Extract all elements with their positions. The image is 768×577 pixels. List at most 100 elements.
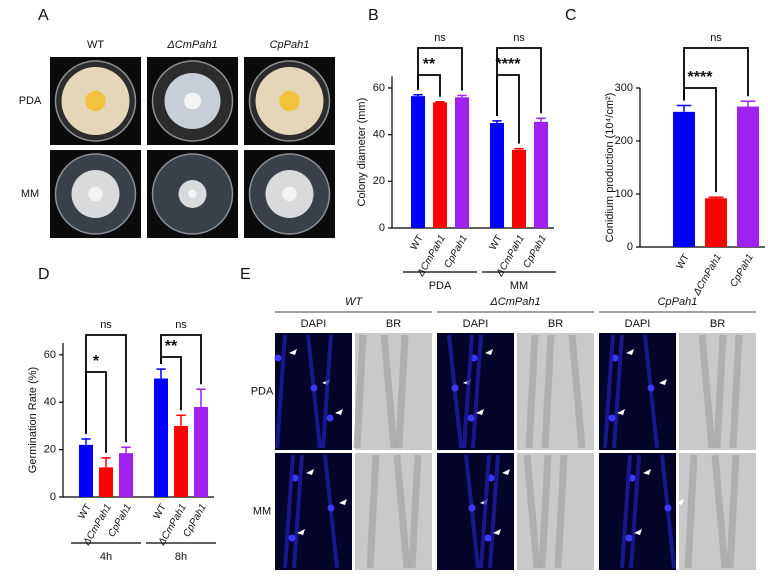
significance-bracket <box>683 47 749 101</box>
arrowhead <box>289 349 297 355</box>
hypha-br <box>684 454 698 569</box>
colony-center <box>282 186 297 202</box>
strain-label: WT <box>345 296 363 308</box>
error-bar <box>676 104 692 112</box>
x-tick-label: WT <box>675 252 692 271</box>
group-label: 8h <box>175 551 187 563</box>
bar <box>99 467 113 497</box>
error-bar <box>457 94 467 98</box>
column-label: WT <box>87 39 104 51</box>
panel-label: C <box>565 7 577 24</box>
nucleus <box>310 384 318 392</box>
significance-label: **** <box>688 69 714 86</box>
hypha-dapi <box>275 334 287 449</box>
hypha-br <box>393 454 411 569</box>
channel-label: DAPI <box>301 318 327 330</box>
nucleus <box>484 534 492 542</box>
group-label: MM <box>510 280 528 292</box>
hypha-dapi <box>321 334 333 449</box>
y-tick-label: 40 <box>373 129 385 141</box>
significance-label: ns <box>513 32 525 44</box>
channel-label: BR <box>710 318 725 330</box>
error-bar <box>435 100 445 103</box>
hypha-br <box>380 334 398 449</box>
row-label: PDA <box>251 385 274 397</box>
bar <box>194 406 208 497</box>
hypha-dapi <box>292 454 304 569</box>
hypha-br <box>713 334 727 449</box>
significance-label: ns <box>100 319 112 331</box>
hypha-dapi <box>488 454 500 569</box>
colony-center <box>85 90 106 112</box>
y-tick-label: 0 <box>379 222 385 234</box>
arrowhead <box>339 499 347 505</box>
channel-label: DAPI <box>463 318 489 330</box>
bar <box>455 97 469 228</box>
y-axis-label: Conidium production (10⁴/cm²) <box>604 93 616 243</box>
hypha-dapi <box>620 454 632 569</box>
arrowhead <box>493 529 501 535</box>
hypha-br <box>541 334 555 449</box>
bar <box>411 96 425 228</box>
strain-label: CpPah1 <box>658 296 698 308</box>
nucleus <box>647 384 655 392</box>
error-bar <box>156 368 166 379</box>
significance-label: ** <box>165 338 178 355</box>
y-tick-label: 20 <box>44 444 56 456</box>
bar <box>79 444 93 497</box>
significance-label: **** <box>496 56 522 73</box>
nucleus <box>451 384 459 392</box>
nucleus <box>288 534 296 542</box>
y-tick-label: 60 <box>373 82 385 94</box>
significance-bracket <box>496 47 542 116</box>
y-tick-label: 40 <box>44 396 56 408</box>
y-tick-label: 100 <box>615 188 633 200</box>
error-bar <box>413 93 423 97</box>
colony-center <box>279 90 300 112</box>
error-bar <box>101 457 111 468</box>
row-label: MM <box>253 505 271 517</box>
channel-label: DAPI <box>625 318 651 330</box>
hypha-br <box>711 454 729 569</box>
arrowhead <box>485 349 493 355</box>
error-bar <box>121 446 131 454</box>
nucleus <box>664 504 672 512</box>
hypha-br <box>698 334 716 449</box>
hypha-br <box>726 454 740 569</box>
arrowhead <box>643 469 651 475</box>
hypha-br <box>525 334 539 449</box>
significance-bracket <box>417 47 463 91</box>
significance-bracket <box>85 371 107 453</box>
error-bar <box>514 147 524 150</box>
nucleus <box>326 414 334 422</box>
bar <box>534 121 548 228</box>
arrowhead <box>297 529 305 535</box>
bar <box>119 453 133 497</box>
colony-center <box>88 186 103 202</box>
y-tick-label: 200 <box>615 135 633 147</box>
error-bar <box>708 196 724 199</box>
bar <box>705 198 727 247</box>
significance-label: ns <box>175 319 187 331</box>
y-tick-label: 0 <box>50 491 56 503</box>
hypha-dapi <box>612 334 624 449</box>
significance-label: ** <box>423 56 436 73</box>
channel-label: BR <box>386 318 401 330</box>
nucleus <box>625 534 633 542</box>
x-tick-label: CpPah1 <box>728 252 756 289</box>
arrowhead <box>335 409 343 415</box>
nucleus <box>467 414 475 422</box>
column-label: ΔCmPah1 <box>166 39 217 51</box>
significance-bracket <box>417 74 441 97</box>
error-bar <box>196 388 206 407</box>
arrowhead <box>659 379 667 385</box>
nucleus <box>327 504 335 512</box>
bar <box>154 378 168 497</box>
x-tick-label: WT <box>488 233 505 252</box>
panel-label: D <box>38 266 50 283</box>
hypha-br <box>395 334 409 449</box>
colony-center <box>188 189 197 199</box>
significance-label: * <box>93 353 100 370</box>
x-tick-label: WT <box>409 233 426 252</box>
bar <box>673 111 695 247</box>
